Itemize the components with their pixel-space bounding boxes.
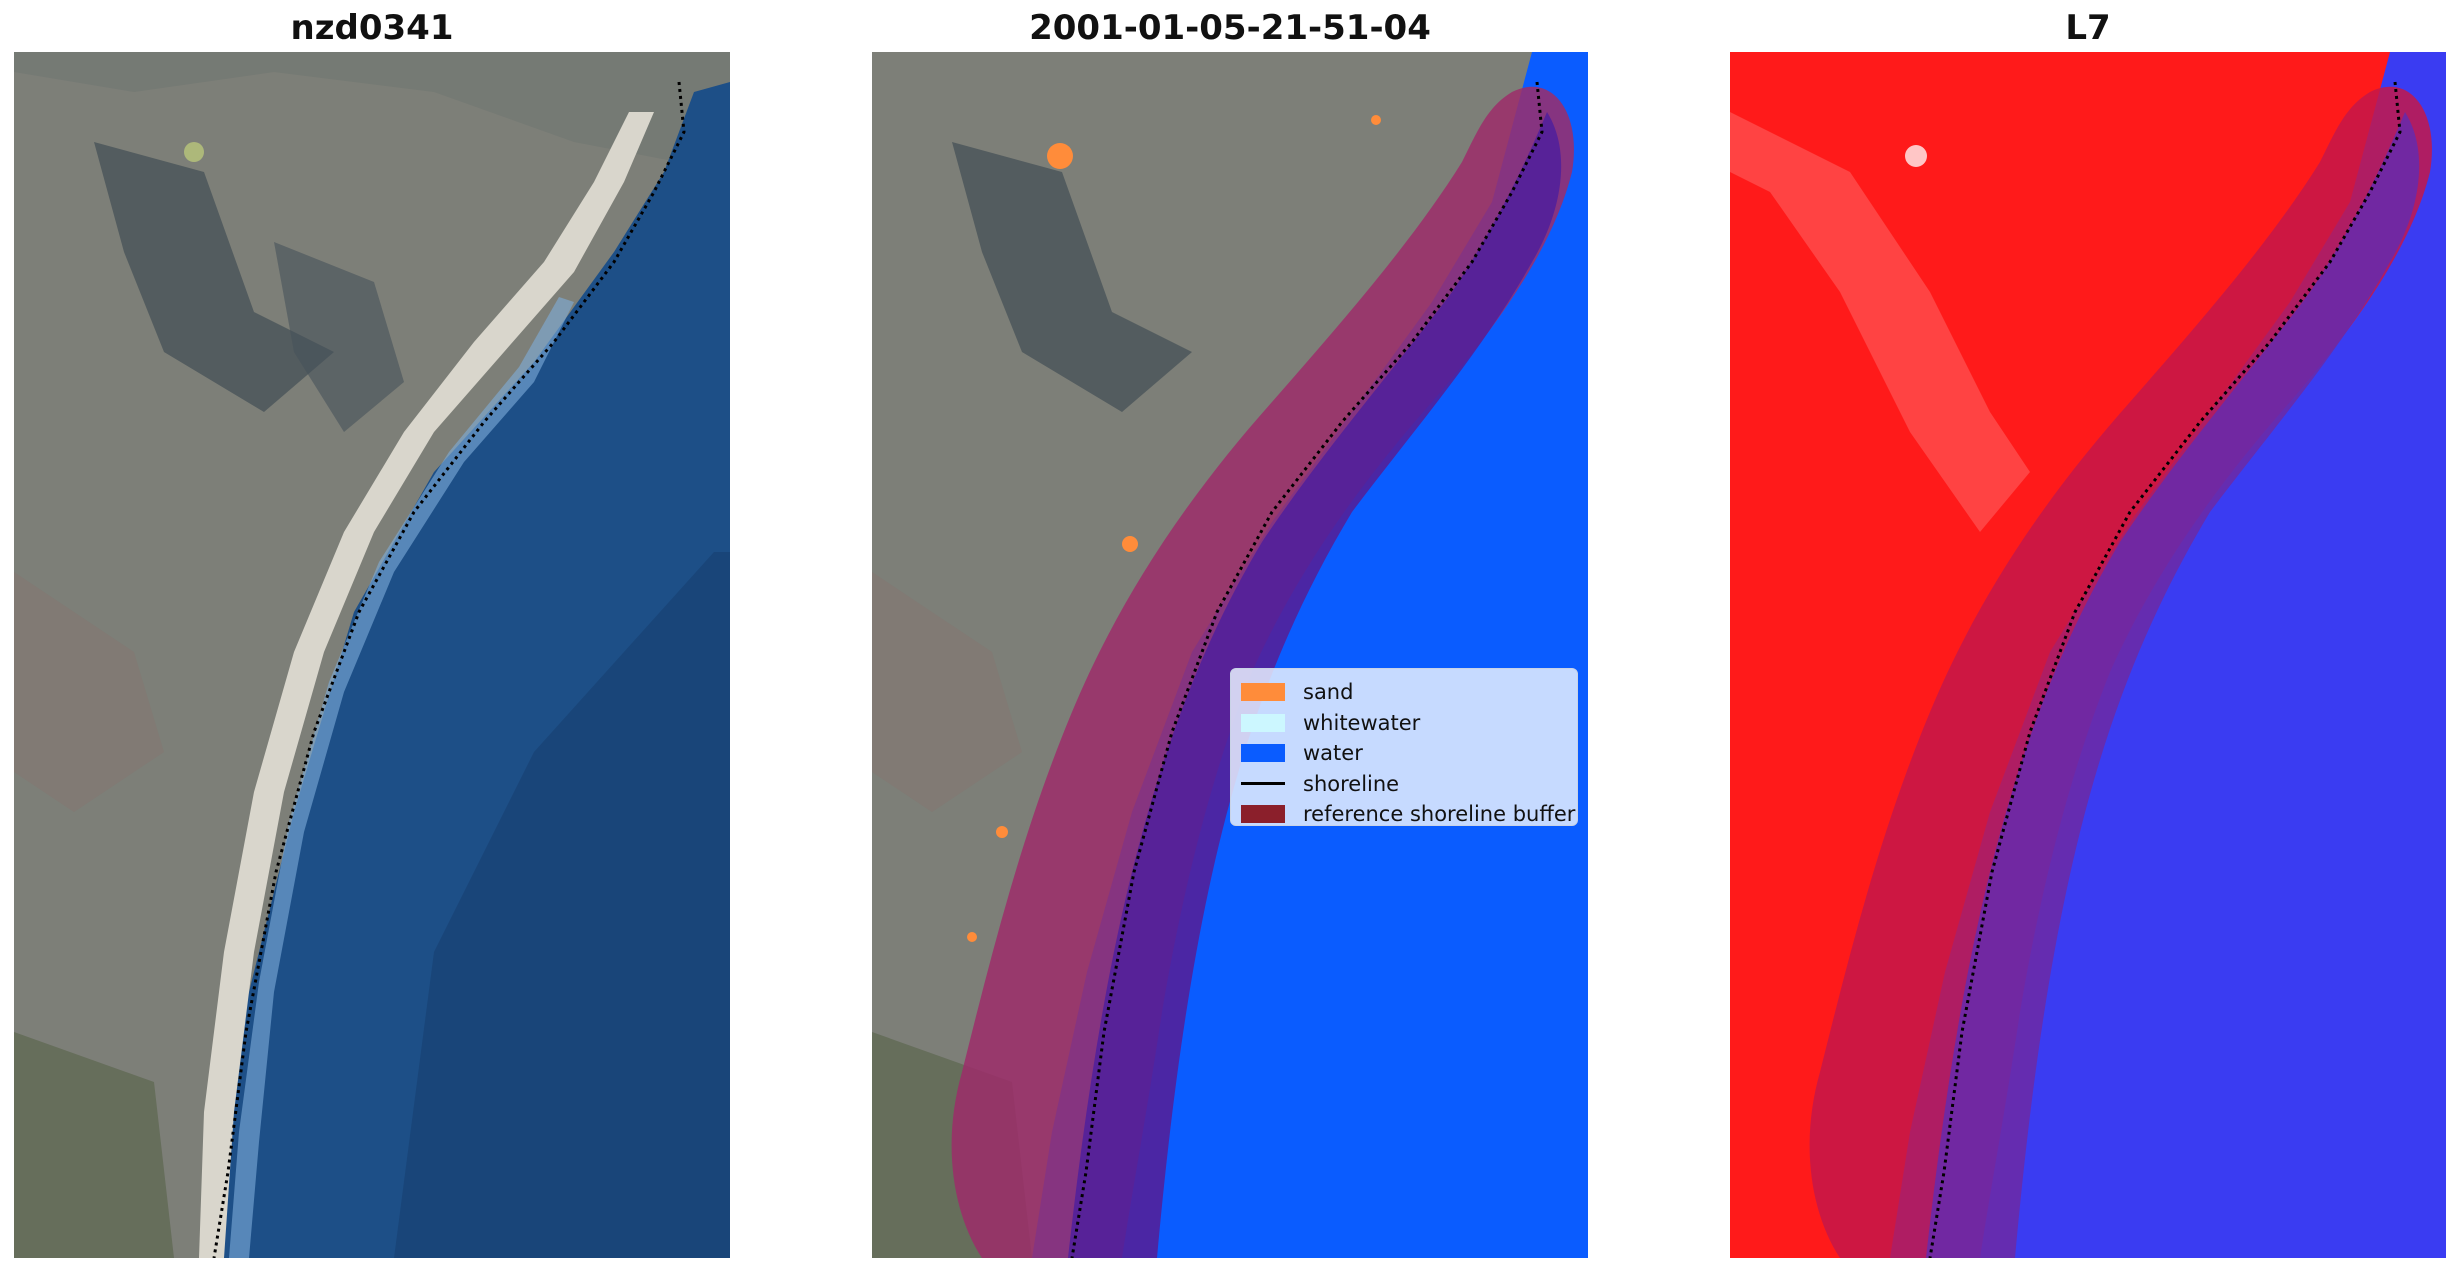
legend-item-whitewater: whitewater bbox=[1241, 708, 1567, 739]
legend-swatch-whitewater bbox=[1241, 713, 1285, 732]
legend: sand whitewater water shoreline referenc… bbox=[1230, 668, 1578, 826]
legend-swatch-buffer bbox=[1241, 805, 1285, 824]
legend-label-whitewater: whitewater bbox=[1303, 710, 1421, 735]
legend-label-buffer: reference shoreline buffer bbox=[1303, 802, 1576, 827]
legend-item-shoreline: shoreline bbox=[1241, 769, 1567, 800]
rgb-image-panel bbox=[14, 52, 730, 1258]
index-image bbox=[1730, 52, 2446, 1258]
legend-swatch-water bbox=[1241, 744, 1285, 763]
legend-label-sand: sand bbox=[1303, 680, 1354, 705]
rgb-satellite-image bbox=[14, 52, 730, 1258]
index-image-panel bbox=[1730, 52, 2446, 1258]
legend-item-buffer: reference shoreline buffer bbox=[1241, 799, 1575, 830]
panel-title-rgb: nzd0341 bbox=[290, 8, 454, 48]
panel-title-index: L7 bbox=[2065, 8, 2111, 48]
legend-item-sand: sand bbox=[1241, 677, 1567, 708]
legend-swatch-sand bbox=[1241, 683, 1285, 702]
legend-label-shoreline: shoreline bbox=[1303, 771, 1400, 796]
legend-item-water: water bbox=[1241, 738, 1567, 769]
shoreline-line bbox=[212, 81, 686, 1258]
legend-line-shoreline bbox=[1241, 782, 1285, 786]
legend-label-water: water bbox=[1303, 741, 1363, 766]
panel-title-classified: 2001-01-05-21-51-04 bbox=[1029, 8, 1431, 48]
classified-image-panel bbox=[872, 52, 1588, 1258]
shoreline-line bbox=[1070, 81, 1544, 1258]
shoreline-line bbox=[1928, 81, 2402, 1258]
classified-satellite-image bbox=[872, 52, 1588, 1258]
